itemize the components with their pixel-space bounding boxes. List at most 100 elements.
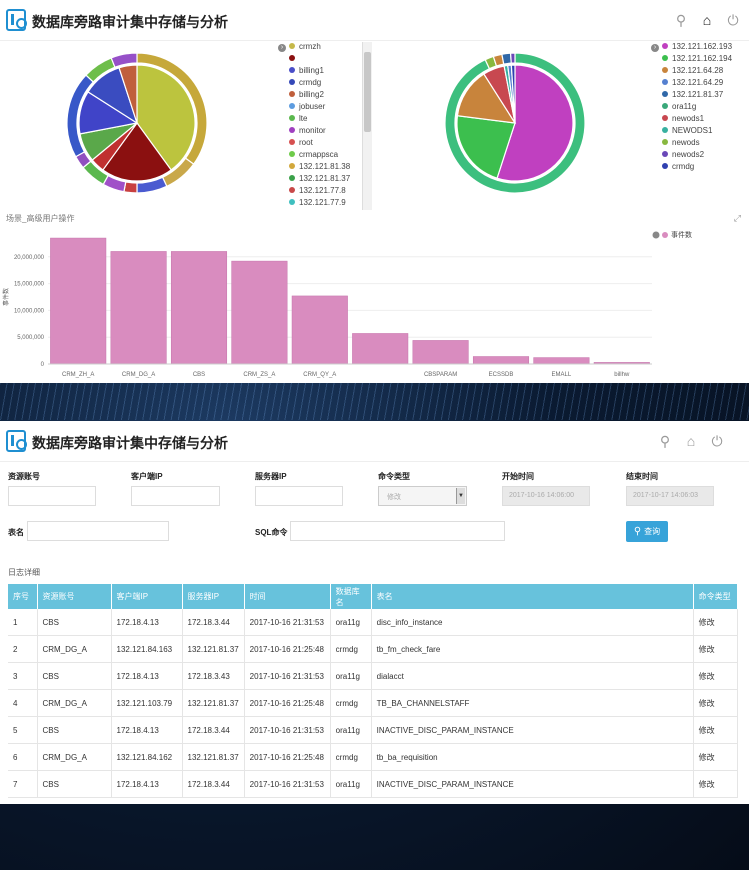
end-time-input[interactable]: 2017-10-17 14:06:03 (626, 486, 714, 506)
bar[interactable] (110, 251, 167, 365)
table-cell: 2017-10-16 21:31:53 (244, 609, 331, 636)
legend-item[interactable]: ora11g (662, 100, 732, 112)
table-row[interactable]: 4 CRM_DG_A 132.121.103.79 132.121.81.37 2017… (8, 689, 738, 717)
pie-inner-slice[interactable] (136, 64, 196, 171)
bar[interactable] (352, 333, 409, 365)
table-row[interactable]: 3 CBS 172.18.4.13 172.18.3.43 2017-10-16 21:… (8, 662, 738, 690)
legend-item[interactable]: 132.121.81.37 (289, 172, 350, 184)
legend-item[interactable]: crmzh (289, 40, 350, 52)
pie-inner-slice[interactable] (456, 73, 517, 124)
legend-item[interactable]: crmdg (662, 160, 732, 172)
table-cell: dialacct (371, 662, 694, 690)
table-cell: ora11g (330, 662, 372, 690)
legend-item[interactable]: jobuser (289, 100, 350, 112)
dashboard-panel: 数据库旁路审计集中存储与分析 ⚲ ⌂ ⏻ › crmzh billing1 crmd… (0, 0, 749, 383)
legend-label: NEWODS1 (672, 125, 713, 135)
search-icon[interactable]: ⚲ (659, 433, 671, 449)
table-row[interactable]: 5 CBS 172.18.4.13 172.18.3.44 2017-10-16 21:… (8, 716, 738, 744)
pie-outer-slice[interactable] (501, 52, 512, 65)
legend-swatch (662, 103, 668, 109)
legend-item[interactable]: 132.121.64.29 (662, 76, 732, 88)
chevron-down-icon[interactable]: ▼ (456, 488, 465, 504)
bar[interactable] (533, 357, 590, 365)
legend-toggle-icon[interactable]: › (278, 44, 286, 52)
legend-item[interactable] (289, 52, 350, 64)
legend-item[interactable]: newods (662, 136, 732, 148)
legend-label: ora11g (672, 101, 697, 111)
y-axis-label: 事件数 (2, 288, 10, 306)
legend-label: 132.121.162.194 (672, 53, 733, 63)
client-ip-input[interactable] (131, 486, 220, 506)
x-tick-label: CBS (193, 372, 205, 378)
legend-item[interactable]: 132.121.81.38 (289, 160, 350, 172)
log-section-title: 日志详细 (8, 568, 40, 577)
home-icon[interactable]: ⌂ (686, 433, 696, 449)
legend-item[interactable]: newods2 (662, 148, 732, 160)
legend-item[interactable]: billing2 (289, 88, 350, 100)
legend-scrollbar[interactable] (362, 42, 372, 210)
bar[interactable] (412, 340, 469, 365)
table-cell: 132.121.81.37 (182, 743, 245, 771)
column-header[interactable]: 客户端IP (111, 584, 183, 609)
legend-item[interactable]: 132.121.77.8 (289, 184, 350, 196)
pie-inner-slice[interactable] (118, 64, 138, 124)
table-row[interactable]: 7 CBS 172.18.4.13 172.18.3.44 2017-10-16 21:… (8, 770, 738, 798)
table-row[interactable]: 2 CRM_DG_A 132.121.84.163 132.121.81.37 2017… (8, 635, 738, 663)
legend-item[interactable]: 132.121.64.28 (662, 64, 732, 76)
legend-item[interactable]: 132.121.162.193 (662, 40, 732, 52)
pie-inner-slice[interactable] (510, 64, 516, 124)
expand-icon[interactable]: ⤢ (733, 213, 741, 223)
legend-item[interactable]: 132.121.77.9 (289, 196, 350, 208)
server-ip-label: 服务器IP (255, 472, 287, 481)
table-cell: CRM_DG_A (37, 689, 112, 717)
column-header[interactable]: 时间 (244, 584, 331, 609)
pie-outer-slice[interactable] (509, 52, 516, 64)
account-input[interactable] (8, 486, 96, 506)
home-icon[interactable]: ⌂ (702, 12, 712, 28)
column-header[interactable]: 服务器IP (182, 584, 245, 609)
legend-item[interactable]: monitor (289, 124, 350, 136)
bar[interactable] (291, 295, 348, 365)
column-header[interactable]: 数据库名 (330, 584, 372, 609)
bar[interactable] (50, 237, 107, 365)
power-icon[interactable]: ⏻ (727, 12, 739, 28)
sql-input[interactable] (290, 521, 505, 541)
header-bar: 数据库旁路审计集中存储与分析 ⚲ ⌂ ⏻ (0, 0, 749, 41)
cmd-type-select[interactable]: 修改 ▼ (378, 486, 467, 506)
legend-item[interactable]: lte (289, 112, 350, 124)
table-cell: 172.18.4.13 (111, 662, 183, 690)
pie-outer-slice[interactable] (110, 52, 138, 68)
table-row[interactable]: 1 CBS 172.18.4.13 172.18.3.44 2017-10-16 21:… (8, 609, 738, 636)
bar[interactable] (170, 251, 228, 365)
app-logo (6, 9, 27, 31)
table-name-input[interactable] (27, 521, 169, 541)
legend-item[interactable]: NEWODS1 (662, 124, 732, 136)
bar[interactable] (472, 356, 530, 365)
legend-item[interactable]: 132.121.162.194 (662, 52, 732, 64)
column-header[interactable]: 序号 (8, 584, 38, 609)
legend-swatch (662, 115, 668, 121)
pie-inner-slice[interactable] (496, 64, 574, 182)
bar[interactable] (231, 260, 288, 365)
power-icon[interactable]: ⏻ (711, 433, 723, 449)
column-header[interactable]: 表名 (371, 584, 694, 609)
legend-item[interactable]: 132.121.81.37 (662, 88, 732, 100)
legend-item[interactable]: billing1 (289, 64, 350, 76)
legend-label: 事件数 (671, 230, 692, 239)
start-time-input[interactable]: 2017-10-16 14:06:00 (502, 486, 590, 506)
pie-inner-slice[interactable] (456, 115, 516, 179)
column-header[interactable]: 命令类型 (693, 584, 738, 609)
legend-item[interactable]: root (289, 136, 350, 148)
table-row[interactable]: 6 CRM_DG_A 132.121.84.162 132.121.81.37 2017… (8, 743, 738, 771)
server-ip-input[interactable] (255, 486, 343, 506)
legend-item[interactable]: crmdg (289, 76, 350, 88)
search-icon[interactable]: ⚲ (675, 12, 687, 28)
legend-toggle-icon[interactable]: › (651, 44, 659, 52)
legend-item[interactable]: newods1 (662, 112, 732, 124)
column-header[interactable]: 资源账号 (37, 584, 112, 609)
legend-item[interactable]: crmappsca (289, 148, 350, 160)
legend-label: 132.121.77.8 (299, 185, 346, 195)
legend-toggle-icon[interactable] (652, 231, 660, 239)
pie-inner-slice[interactable] (102, 121, 172, 182)
query-button[interactable]: ⚲ 查询 (626, 521, 668, 542)
